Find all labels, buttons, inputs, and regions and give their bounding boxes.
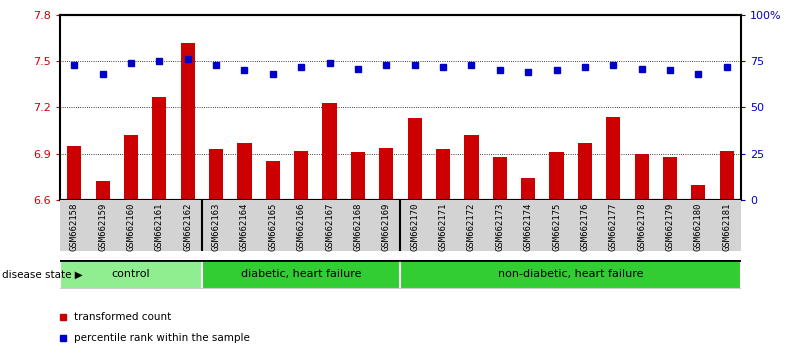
Bar: [379, 148, 393, 200]
Text: GSM662164: GSM662164: [240, 202, 249, 251]
Bar: [400, 260, 741, 289]
Text: disease state ▶: disease state ▶: [2, 269, 83, 279]
Text: GSM662163: GSM662163: [211, 202, 220, 251]
Text: percentile rank within the sample: percentile rank within the sample: [74, 333, 250, 343]
Bar: [152, 97, 167, 200]
Text: GSM662166: GSM662166: [296, 202, 306, 251]
Bar: [95, 182, 110, 200]
Text: diabetic, heart failure: diabetic, heart failure: [241, 269, 361, 279]
Text: GSM662161: GSM662161: [155, 202, 164, 251]
Text: GSM662177: GSM662177: [609, 202, 618, 251]
Bar: [521, 178, 535, 200]
Text: GSM662160: GSM662160: [127, 202, 135, 251]
Text: GSM662158: GSM662158: [70, 202, 78, 251]
Text: GSM662179: GSM662179: [666, 202, 674, 251]
Text: GSM662180: GSM662180: [694, 202, 702, 251]
Bar: [663, 157, 677, 200]
Bar: [408, 118, 422, 200]
Bar: [606, 117, 620, 200]
Text: control: control: [111, 269, 151, 279]
Text: non-diabetic, heart failure: non-diabetic, heart failure: [498, 269, 643, 279]
Text: GSM662162: GSM662162: [183, 202, 192, 251]
Text: GSM662167: GSM662167: [325, 202, 334, 251]
Text: GSM662159: GSM662159: [99, 202, 107, 251]
Text: GSM662172: GSM662172: [467, 202, 476, 251]
Bar: [323, 103, 336, 200]
Bar: [719, 151, 734, 200]
Text: GSM662173: GSM662173: [495, 202, 505, 251]
Bar: [181, 42, 195, 200]
Bar: [67, 146, 82, 200]
Bar: [60, 260, 202, 289]
Text: GSM662171: GSM662171: [439, 202, 448, 251]
Bar: [634, 154, 649, 200]
Text: GSM662168: GSM662168: [353, 202, 362, 251]
Bar: [124, 135, 138, 200]
Bar: [578, 143, 592, 200]
Bar: [237, 143, 252, 200]
Text: GSM662181: GSM662181: [723, 202, 731, 251]
Bar: [209, 149, 223, 200]
Text: GDS4314 / 8009761: GDS4314 / 8009761: [100, 0, 227, 1]
Text: GSM662175: GSM662175: [552, 202, 561, 251]
Bar: [202, 260, 400, 289]
Text: GSM662165: GSM662165: [268, 202, 277, 251]
Bar: [493, 157, 507, 200]
Bar: [351, 152, 365, 200]
Text: GSM662176: GSM662176: [581, 202, 590, 251]
Text: GSM662170: GSM662170: [410, 202, 419, 251]
Bar: [465, 135, 478, 200]
Bar: [691, 184, 706, 200]
Bar: [436, 149, 450, 200]
Text: GSM662169: GSM662169: [382, 202, 391, 251]
Text: GSM662178: GSM662178: [637, 202, 646, 251]
Text: transformed count: transformed count: [74, 312, 171, 322]
Bar: [549, 152, 564, 200]
Bar: [266, 161, 280, 200]
Bar: [294, 151, 308, 200]
Text: GSM662174: GSM662174: [524, 202, 533, 251]
